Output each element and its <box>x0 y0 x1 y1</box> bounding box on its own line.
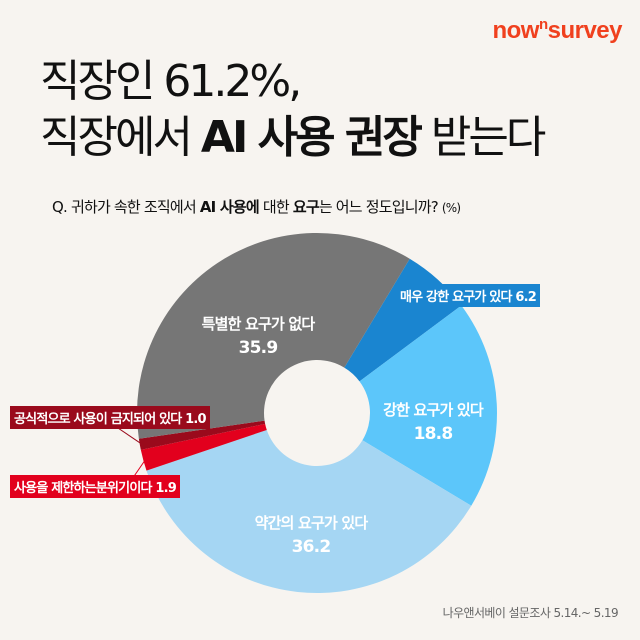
q-unit: (%) <box>441 201 461 215</box>
title-line-2: 직장에서 AI 사용 권장 받는다 <box>40 110 546 166</box>
donut-slice <box>138 420 266 450</box>
nownsurvey-logo: nownsurvey <box>492 16 622 45</box>
title-line-1: 직장인 61.2%, <box>40 56 302 107</box>
donut-slice <box>359 305 498 506</box>
logo-text: now <box>492 17 539 44</box>
slice-label: 강한 요구가 있다 18.8 <box>383 398 484 446</box>
slice-tag-label: 공식적으로 사용이 금지되어 있다 1.0 <box>10 406 210 429</box>
slice-value: 18.8 <box>413 424 454 444</box>
q-part: Q. 귀하가 속한 조직에서 <box>52 198 200 216</box>
title-part-end: 받는다 <box>419 112 546 163</box>
logo-sup: n <box>538 16 548 33</box>
slice-tag-label: 사용을 제한하는분위기이다 1.9 <box>10 475 181 498</box>
q-bold: AI 사용에 <box>199 198 260 216</box>
logo-text-end: survey <box>547 17 623 44</box>
slice-label: 약간의 요구가 있다 36.2 <box>254 511 369 559</box>
page-title: 직장인 61.2%, 직장에서 AI 사용 권장 받는다 <box>40 54 546 166</box>
slice-label-text: 강한 요구가 있다 <box>383 401 484 419</box>
q-part: 는 어느 정도입니까? <box>318 198 439 216</box>
q-part: 대한 <box>258 198 293 216</box>
donut-slice <box>137 233 410 439</box>
slice-label-text: 약간의 요구가 있다 <box>254 514 369 532</box>
title-part: 직장에서 <box>40 112 201 163</box>
donut-slice <box>146 429 472 593</box>
slice-value: 36.2 <box>291 537 332 557</box>
slice-label-text: 특별한 요구가 없다 <box>201 315 316 333</box>
source-note: 나우앤서베이 설문조사 5.14.~ 5.19 <box>442 606 619 620</box>
donut-slice <box>140 423 267 471</box>
title-bold: AI 사용 권장 <box>200 112 423 163</box>
slice-label: 특별한 요구가 없다 35.9 <box>201 312 316 360</box>
q-bold: 요구 <box>292 198 320 216</box>
slice-tag-label: 매우 강한 요구가 있다 6.2 <box>396 284 540 307</box>
slice-value: 35.9 <box>238 338 279 358</box>
survey-question: Q. 귀하가 속한 조직에서 AI 사용에 대한 요구는 어느 정도입니까? (… <box>52 196 461 217</box>
